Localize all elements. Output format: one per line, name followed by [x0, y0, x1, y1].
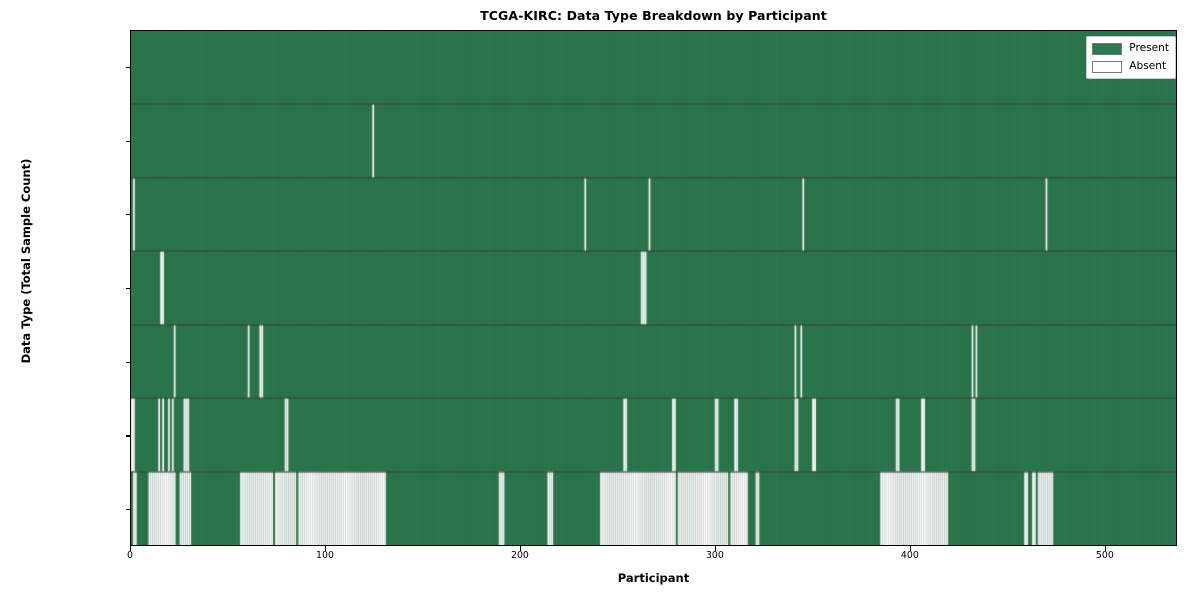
- x-tick-mark: [714, 546, 716, 551]
- legend-swatch-absent: [1092, 60, 1123, 73]
- y-tick-mark: [125, 509, 130, 511]
- y-axis-label: Data Type (Total Sample Count): [19, 158, 33, 364]
- y-tick-mark: [125, 435, 130, 437]
- x-tick-mark: [130, 546, 132, 551]
- y-tick-mark: [125, 140, 130, 142]
- y-tick-mark: [125, 66, 130, 68]
- legend-item-present: Present: [1092, 41, 1169, 56]
- x-tick-mark: [1104, 546, 1106, 551]
- heatmap-plot-area: [130, 30, 1177, 546]
- y-tick-mark: [125, 361, 130, 363]
- x-tick-label-100: 100: [316, 550, 334, 561]
- legend-label-present: Present: [1129, 42, 1169, 55]
- y-tick-mark: [125, 288, 130, 290]
- heatmap-canvas: [131, 31, 1176, 545]
- chart-title: TCGA-KIRC: Data Type Breakdown by Partic…: [480, 8, 827, 23]
- legend-swatch-present: [1092, 42, 1123, 55]
- legend-label-absent: Absent: [1129, 60, 1167, 73]
- x-tick-label-400: 400: [900, 550, 919, 561]
- x-tick-mark: [909, 546, 911, 551]
- x-tick-label-0: 0: [127, 550, 133, 561]
- x-tick-mark: [519, 546, 522, 551]
- x-tick-label-500: 500: [1095, 550, 1114, 561]
- x-tick-label-300: 300: [705, 550, 724, 561]
- x-axis-label: Participant: [617, 571, 690, 585]
- y-tick-mark: [125, 214, 130, 216]
- x-tick-mark: [324, 546, 327, 551]
- x-tick-label-200: 200: [510, 550, 529, 561]
- legend-item-absent: Absent: [1092, 59, 1169, 74]
- chart-legend: Present Absent: [1086, 36, 1176, 79]
